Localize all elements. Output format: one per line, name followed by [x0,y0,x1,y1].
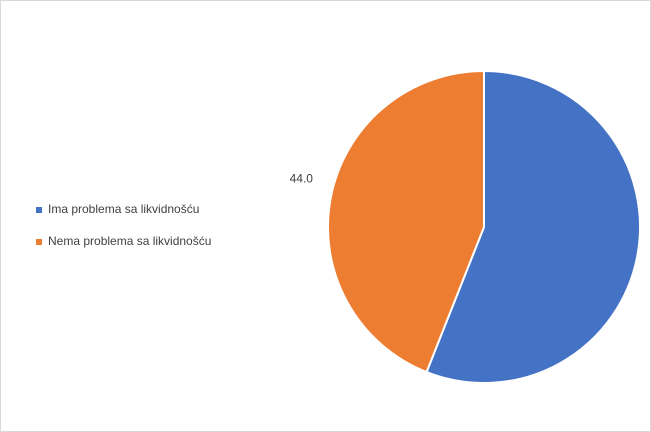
legend-swatch [36,207,42,213]
legend-swatch [36,239,42,245]
pie-slice [425,69,641,384]
data-label: 44.0 [290,171,314,185]
pie-slice [327,69,485,374]
legend-label: Nema problema sa likvidnošću [48,234,211,248]
legend-label: Ima problema sa likvidnošću [48,202,199,216]
